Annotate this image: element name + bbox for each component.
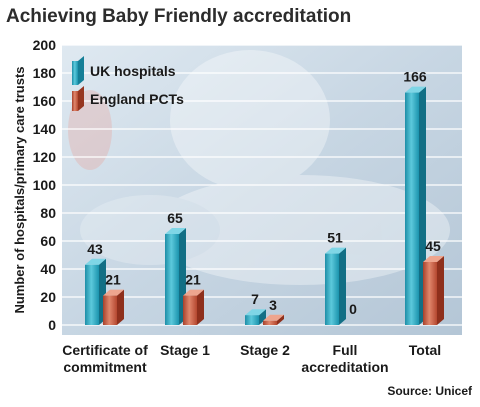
- data-label: 166: [403, 69, 427, 85]
- bar-front: [263, 320, 277, 325]
- bar-top: [423, 256, 444, 262]
- legend-swatch-uk-hospitals-front: [72, 61, 78, 85]
- legend-item-uk-hospitals: UK hospitals: [72, 56, 176, 85]
- y-tick-label: 180: [33, 65, 57, 81]
- category-label: Certificate of: [62, 342, 148, 358]
- bar-top: [165, 228, 186, 234]
- bar-front: [165, 234, 179, 325]
- y-tick-label: 140: [33, 121, 57, 137]
- bar-side: [437, 256, 444, 325]
- y-tick-label: 200: [33, 37, 57, 53]
- source-note: Source: Unicef: [387, 384, 473, 398]
- bar-front: [183, 295, 197, 325]
- plot-background: [62, 45, 462, 335]
- y-tick-label: 120: [33, 149, 57, 165]
- bar-uk-hospitals: [165, 228, 186, 325]
- category-label: Stage 1: [160, 342, 210, 358]
- bar-front: [245, 315, 259, 325]
- category-label: commitment: [63, 359, 147, 375]
- value-labels: 43 65 7 51 166 21 21 3 0 45: [87, 69, 441, 317]
- category-label: Full: [333, 342, 358, 358]
- chart-title: Achieving Baby Friendly accreditation: [6, 6, 351, 27]
- bar-uk-hospitals: [85, 258, 106, 325]
- bar-top: [263, 314, 284, 321]
- legend-swatch-england-pcts: [78, 86, 84, 111]
- y-tick-label: 20: [40, 289, 56, 305]
- bar-side: [259, 309, 266, 325]
- bar-side: [277, 314, 284, 325]
- data-label: 0: [349, 301, 357, 317]
- data-label: 65: [167, 210, 183, 226]
- legend-item-england-pcts: England PCTs: [72, 86, 184, 111]
- bar-front: [325, 253, 339, 325]
- bar-top: [245, 309, 266, 316]
- category-label: accreditation: [301, 359, 388, 375]
- y-axis-label: Number of hospitals/primary care trusts: [12, 66, 27, 313]
- data-label: 7: [251, 291, 259, 307]
- bar-england-pcts: [263, 314, 284, 325]
- bar-front: [85, 264, 99, 325]
- bar-front: [103, 295, 117, 325]
- y-tick-label: 0: [48, 317, 56, 333]
- data-label: 45: [425, 238, 441, 254]
- y-tick-label: 60: [40, 233, 56, 249]
- y-tick-label: 100: [33, 177, 57, 193]
- legend-label-uk-hospitals: UK hospitals: [90, 63, 176, 79]
- bar-side: [197, 289, 204, 325]
- legend-swatch-england-pcts-front: [72, 91, 78, 111]
- bar-top: [325, 247, 346, 254]
- gridlines: [62, 44, 462, 326]
- y-axis-ticks: 0 20 40 60 80 100 120 140 160 180 200: [33, 37, 57, 333]
- legend: UK hospitals England PCTs: [72, 56, 184, 111]
- bar-england-pcts: [183, 289, 204, 325]
- data-label: 21: [105, 272, 121, 288]
- y-tick-label: 160: [33, 93, 57, 109]
- bar-side: [117, 289, 124, 325]
- y-tick-label: 80: [40, 205, 56, 221]
- legend-swatch-uk-hospitals: [78, 56, 84, 85]
- bar-front: [405, 92, 419, 325]
- bar-top: [183, 289, 204, 296]
- data-label: 51: [327, 230, 343, 246]
- category-label: Total: [409, 342, 441, 358]
- bar-front: [423, 262, 437, 325]
- data-label: 21: [185, 272, 201, 288]
- y-tick-label: 40: [40, 261, 56, 277]
- bar-england-pcts: [423, 256, 444, 325]
- data-label: 3: [269, 297, 277, 313]
- bar-uk-hospitals: [325, 247, 346, 325]
- bars: [85, 86, 444, 325]
- bar-england-pcts: [103, 289, 124, 325]
- legend-label-england-pcts: England PCTs: [90, 91, 184, 107]
- category-label: Stage 2: [240, 342, 290, 358]
- data-label: 43: [87, 241, 103, 257]
- bar-uk-hospitals: [405, 86, 426, 325]
- bar-top: [103, 289, 124, 296]
- bar-side: [339, 247, 346, 325]
- bar-uk-hospitals: [245, 309, 266, 325]
- bar-top: [85, 258, 106, 265]
- bar-top: [405, 86, 426, 93]
